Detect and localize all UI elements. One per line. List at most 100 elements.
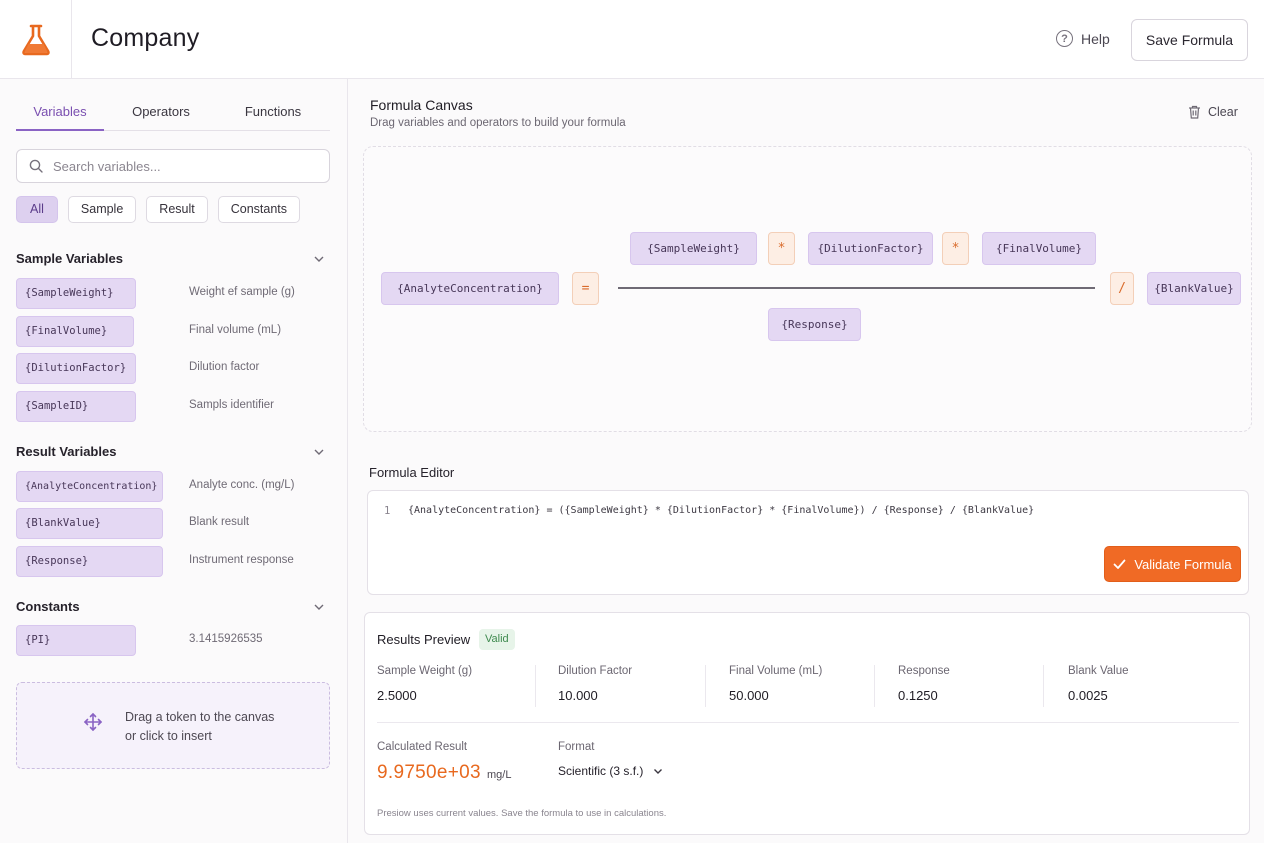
validate-label: Validate Formula [1134, 556, 1232, 572]
metric-label: Sample Weight (g) [377, 665, 473, 677]
help-label: Help [1081, 30, 1110, 47]
clear-button[interactable]: Clear [1188, 105, 1238, 119]
app-title: Company [91, 24, 200, 52]
filter-sample[interactable]: Sample [67, 196, 137, 223]
metric-value: 50.000 [729, 688, 769, 703]
results-preview: Results Preview Valid Sample Weight (g) … [364, 612, 1250, 835]
canvas-subtitle: Drag variables and operators to build yo… [370, 117, 626, 129]
divider [377, 722, 1239, 723]
results-footnote: Presiow uses current values. Save the fo… [377, 808, 667, 819]
results-title: Results Preview [377, 632, 471, 647]
variable-row[interactable]: {SampleWeight} Weight ef sample (g) [16, 278, 330, 309]
chevron-down-icon[interactable] [314, 447, 324, 457]
variable-token[interactable]: {Response} [16, 546, 163, 577]
search-box [16, 149, 330, 183]
search-input[interactable] [53, 156, 313, 176]
app-header: Company ? Help Save Formula [0, 0, 1264, 79]
variable-description: 3.1415926535 [189, 633, 263, 645]
canvas-token-response[interactable]: {Response} [768, 308, 861, 341]
metric-label: Dilution Factor [558, 665, 633, 677]
canvas-operator-multiply[interactable]: * [942, 232, 969, 265]
editor-title: Formula Editor [369, 465, 455, 480]
chevron-down-icon [654, 769, 663, 774]
divider [705, 665, 706, 707]
metric-value: 2.5000 [377, 688, 417, 703]
divider [535, 665, 536, 707]
metric-label: Response [898, 665, 950, 677]
calculated-result-value: 9.9750e+03 [377, 762, 481, 783]
canvas-token-sample-weight[interactable]: {SampleWeight} [630, 232, 757, 265]
save-formula-button[interactable]: Save Formula [1131, 19, 1248, 61]
variable-row[interactable]: {DilutionFactor} Dilution factor [16, 353, 330, 384]
logo[interactable] [0, 0, 72, 79]
help-link[interactable]: ? Help [1056, 30, 1110, 47]
variable-row[interactable]: {SampleID} Sampls identifier [16, 391, 330, 422]
variable-row[interactable]: {BlankValue} Blank result [16, 508, 330, 539]
fraction-bar [618, 287, 1095, 289]
variable-token[interactable]: {SampleID} [16, 391, 136, 422]
search-icon [29, 159, 43, 173]
format-label: Format [558, 741, 595, 753]
variable-row[interactable]: {Response} Instrument response [16, 546, 330, 577]
metric-blank-value: Blank Value 0.0025 [1068, 665, 1129, 710]
canvas-token-final-volume[interactable]: {FinalVolume} [982, 232, 1096, 265]
sidebar: Variables Operators Functions All Sample… [0, 79, 348, 843]
status-badge: Valid [479, 629, 515, 650]
variable-description: Sampls identifier [189, 399, 275, 411]
metric-sample-weight: Sample Weight (g) 2.5000 [377, 665, 472, 710]
flask-icon [21, 24, 50, 55]
filter-constants[interactable]: Constants [217, 196, 301, 223]
metric-response: Response 0.1250 [898, 665, 950, 710]
variable-token[interactable]: {AnalyteConcentration} [16, 471, 163, 502]
drop-hint[interactable]: Drag a token to the canvas or click to i… [16, 682, 330, 769]
filter-all[interactable]: All [16, 196, 58, 223]
canvas-token-dilution-factor[interactable]: {DilutionFactor} [808, 232, 933, 265]
variable-description: Instrument response [189, 554, 294, 566]
filter-chips: All Sample Result Constants [16, 196, 301, 223]
tab-functions[interactable]: Functions [244, 104, 302, 119]
variable-token[interactable]: {FinalVolume} [16, 316, 134, 347]
variable-token[interactable]: {PI} [16, 625, 136, 656]
divider [874, 665, 875, 707]
variable-description: Blank result [189, 516, 250, 528]
line-number: 1 [384, 505, 391, 517]
variable-description: Final volume (mL) [189, 324, 282, 336]
format-select[interactable]: Scientific (3 s.f.) [558, 764, 663, 778]
move-icon [83, 712, 103, 732]
canvas-title: Formula Canvas [370, 97, 473, 113]
canvas-token-blank-value[interactable]: {BlankValue} [1147, 272, 1241, 305]
canvas-operator-divide[interactable]: / [1110, 272, 1134, 305]
help-icon: ? [1056, 30, 1073, 47]
section-title-result: Result Variables [16, 444, 117, 459]
filter-result[interactable]: Result [146, 196, 208, 223]
tab-operators[interactable]: Operators [132, 104, 190, 119]
formula-editor[interactable]: 1 {AnalyteConcentration} = ({SampleWeigh… [367, 490, 1249, 595]
variable-token[interactable]: {DilutionFactor} [16, 353, 136, 384]
sidebar-tabs: Variables Operators Functions [16, 97, 330, 131]
variable-description: Weight ef sample (g) [189, 286, 295, 298]
variable-row[interactable]: {FinalVolume} Final volume (mL) [16, 316, 330, 347]
metric-dilution-factor: Dilution Factor 10.000 [558, 665, 632, 710]
metric-label: Blank Value [1068, 665, 1129, 677]
section-title-sample: Sample Variables [16, 251, 123, 266]
variable-row[interactable]: {PI} 3.1415926535 [16, 625, 330, 656]
variable-token[interactable]: {BlankValue} [16, 508, 163, 539]
chevron-down-icon[interactable] [314, 602, 324, 612]
metric-final-volume: Final Volume (mL) 50.000 [729, 665, 822, 710]
canvas-operator-multiply[interactable]: * [768, 232, 795, 265]
canvas-operator-equals[interactable]: = [572, 272, 599, 305]
variable-token[interactable]: {SampleWeight} [16, 278, 136, 309]
validate-formula-button[interactable]: Validate Formula [1104, 546, 1241, 582]
format-value: Scientific (3 s.f.) [558, 764, 644, 778]
check-icon [1113, 559, 1126, 569]
metric-label: Final Volume (mL) [729, 665, 823, 677]
metric-value: 0.0025 [1068, 688, 1108, 703]
metric-value: 10.000 [558, 688, 598, 703]
formula-code[interactable]: {AnalyteConcentration} = ({SampleWeight}… [408, 505, 1035, 516]
tab-variables[interactable]: Variables [16, 97, 104, 131]
variable-row[interactable]: {AnalyteConcentration} Analyte conc. (mg… [16, 471, 330, 502]
chevron-down-icon[interactable] [314, 254, 324, 264]
drop-hint-line1: Drag a token to the canvas [125, 710, 275, 724]
canvas-token-lhs[interactable]: {AnalyteConcentration} [381, 272, 559, 305]
variable-description: Analyte conc. (mg/L) [189, 479, 295, 491]
